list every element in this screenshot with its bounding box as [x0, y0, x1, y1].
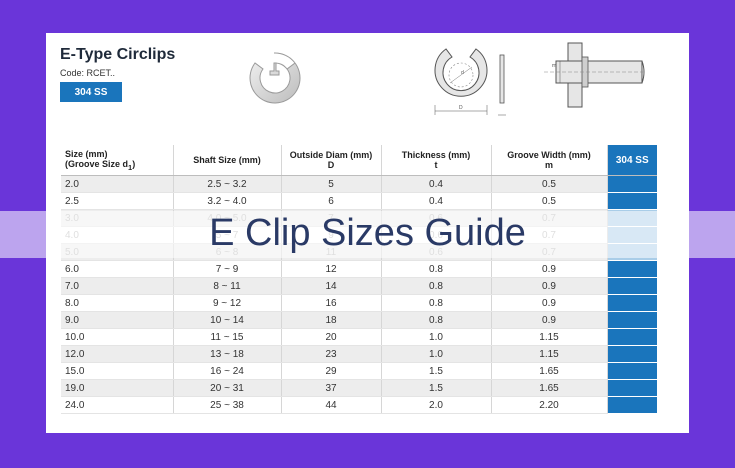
cell-thickness: 1.5 [381, 379, 492, 397]
cell-thickness: 0.8 [381, 311, 492, 329]
cell-outside-diam: 18 [281, 311, 382, 329]
product-title: E-Type Circlips [60, 46, 176, 63]
cell-groove-width: 0.9 [491, 277, 608, 295]
cell-shaft-size: 25 ~ 38 [173, 396, 282, 414]
cell-thickness: 1.5 [381, 362, 492, 380]
cell-thickness: 0.8 [381, 277, 492, 295]
cell-thickness: 0.8 [381, 294, 492, 312]
cell-thickness: 1.0 [381, 328, 492, 346]
table-row: 9.0 10 ~ 14 18 0.8 0.9 [61, 311, 657, 329]
shaft-letter: m [552, 63, 556, 69]
cell-groove-width: 0.9 [491, 311, 608, 329]
cell-groove-width: 1.65 [491, 379, 608, 397]
cell-304ss [607, 311, 657, 329]
cell-304ss [607, 277, 657, 295]
cell-size: 2.0 [61, 175, 174, 193]
cell-groove-width: 2.20 [491, 396, 608, 414]
table-row: 12.0 13 ~ 18 23 1.0 1.15 [61, 345, 657, 363]
cell-outside-diam: 12 [281, 260, 382, 278]
outer-letter: D [459, 105, 463, 111]
header-groove-width: Groove Width (mm) m [491, 145, 608, 176]
table-row: 10.0 11 ~ 15 20 1.0 1.15 [61, 328, 657, 346]
table-row: 8.0 9 ~ 12 16 0.8 0.9 [61, 294, 657, 312]
groove-letter: d [461, 70, 464, 76]
cell-size: 10.0 [61, 328, 174, 346]
cell-304ss [607, 260, 657, 278]
cell-outside-diam: 23 [281, 345, 382, 363]
cell-groove-width: 0.5 [491, 192, 608, 210]
circlip-photo-icon [249, 52, 301, 104]
cell-groove-width: 1.15 [491, 328, 608, 346]
circlip-front-diagram-icon: d D [434, 48, 506, 116]
header-shaft-size: Shaft Size (mm) [173, 145, 282, 176]
cell-outside-diam: 16 [281, 294, 382, 312]
cell-outside-diam: 6 [281, 192, 382, 210]
cell-304ss [607, 379, 657, 397]
circlip-side-diagram-icon: m [544, 42, 646, 108]
cell-size: 15.0 [61, 362, 174, 380]
cell-size: 19.0 [61, 379, 174, 397]
cell-304ss [607, 294, 657, 312]
overlay-title: E Clip Sizes Guide [209, 212, 526, 254]
cell-size: 9.0 [61, 311, 174, 329]
cell-size: 6.0 [61, 260, 174, 278]
cell-outside-diam: 37 [281, 379, 382, 397]
cell-thickness: 0.8 [381, 260, 492, 278]
cell-shaft-size: 3.2 ~ 4.0 [173, 192, 282, 210]
cell-outside-diam: 5 [281, 175, 382, 193]
cell-outside-diam: 29 [281, 362, 382, 380]
table-row: 19.0 20 ~ 31 37 1.5 1.65 [61, 379, 657, 397]
cell-304ss [607, 345, 657, 363]
table-row: 2.5 3.2 ~ 4.0 6 0.4 0.5 [61, 192, 657, 210]
cell-outside-diam: 20 [281, 328, 382, 346]
title-overlay-band [0, 211, 735, 258]
table-row: 15.0 16 ~ 24 29 1.5 1.65 [61, 362, 657, 380]
table-header-row: Size (mm) (Groove Size d1) Shaft Size (m… [61, 145, 657, 176]
cell-groove-width: 1.15 [491, 345, 608, 363]
cell-shaft-size: 16 ~ 24 [173, 362, 282, 380]
material-badge: 304 SS [60, 82, 122, 102]
table-row: 2.0 2.5 ~ 3.2 5 0.4 0.5 [61, 175, 657, 193]
product-code: Code: RCET.. [60, 68, 116, 78]
table-row: 7.0 8 ~ 11 14 0.8 0.9 [61, 277, 657, 295]
cell-304ss [607, 362, 657, 380]
cell-shaft-size: 9 ~ 12 [173, 294, 282, 312]
cell-thickness: 1.0 [381, 345, 492, 363]
cell-thickness: 0.4 [381, 192, 492, 210]
cell-shaft-size: 11 ~ 15 [173, 328, 282, 346]
cell-304ss [607, 396, 657, 414]
header-thickness: Thickness (mm) t [381, 145, 492, 176]
cell-groove-width: 1.65 [491, 362, 608, 380]
cell-shaft-size: 7 ~ 9 [173, 260, 282, 278]
cell-outside-diam: 14 [281, 277, 382, 295]
cell-size: 2.5 [61, 192, 174, 210]
header-304ss: 304 SS [607, 145, 657, 176]
cell-groove-width: 0.9 [491, 294, 608, 312]
sizes-table: Size (mm) (Groove Size d1) Shaft Size (m… [61, 145, 657, 414]
cell-outside-diam: 44 [281, 396, 382, 414]
cell-304ss [607, 192, 657, 210]
cell-groove-width: 0.9 [491, 260, 608, 278]
cell-size: 12.0 [61, 345, 174, 363]
header-outside-diam: Outside Diam (mm) D [281, 145, 382, 176]
cell-shaft-size: 13 ~ 18 [173, 345, 282, 363]
table-row: 6.0 7 ~ 9 12 0.8 0.9 [61, 260, 657, 278]
cell-thickness: 0.4 [381, 175, 492, 193]
table-row: 24.0 25 ~ 38 44 2.0 2.20 [61, 396, 657, 414]
cell-304ss [607, 175, 657, 193]
cell-groove-width: 0.5 [491, 175, 608, 193]
cell-size: 24.0 [61, 396, 174, 414]
cell-shaft-size: 10 ~ 14 [173, 311, 282, 329]
cell-size: 7.0 [61, 277, 174, 295]
cell-shaft-size: 2.5 ~ 3.2 [173, 175, 282, 193]
cell-shaft-size: 8 ~ 11 [173, 277, 282, 295]
cell-shaft-size: 20 ~ 31 [173, 379, 282, 397]
cell-thickness: 2.0 [381, 396, 492, 414]
header-size: Size (mm) (Groove Size d1) [61, 145, 174, 176]
cell-size: 8.0 [61, 294, 174, 312]
cell-304ss [607, 328, 657, 346]
